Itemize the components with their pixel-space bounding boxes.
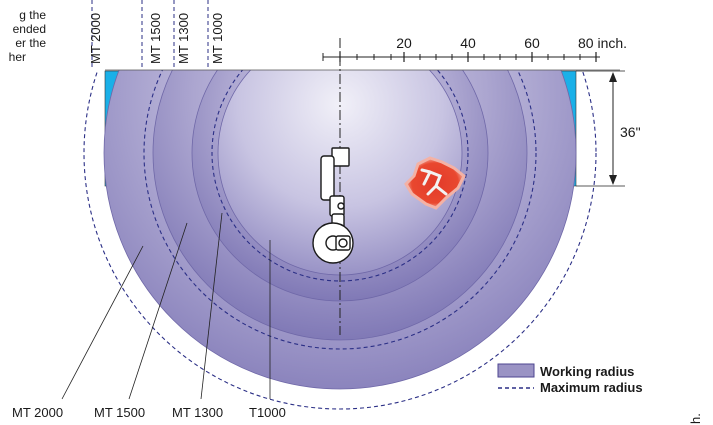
scale-bar	[322, 52, 600, 62]
scale-tick-60: 60	[524, 35, 540, 51]
top-label-mt1000: MT 1000	[210, 13, 225, 64]
callout-t1000: T1000	[249, 405, 286, 420]
legend-working-label: Working radius	[540, 364, 634, 379]
callout-mt1300: MT 1300	[172, 405, 223, 420]
scale-tick-40: 40	[460, 35, 476, 51]
scale-tick-20: 20	[396, 35, 412, 51]
max-radius-mt1300	[211, 70, 469, 282]
note-line-2: ended	[13, 22, 46, 36]
legend: Working radius Maximum radius	[497, 363, 643, 395]
callout-mt2000: MT 2000	[12, 405, 63, 420]
scale-tick-80: 80 inch.	[578, 35, 627, 51]
note-line-3: er the	[15, 36, 46, 50]
note-line-4: her	[9, 50, 26, 64]
height-dimension	[576, 70, 625, 187]
note-line-1: g the	[19, 8, 46, 22]
top-label-mt1500: MT 1500	[148, 13, 163, 64]
legend-working-swatch	[497, 363, 535, 378]
max-radius-mt1500	[143, 70, 537, 350]
edge-text: h.	[688, 413, 703, 424]
height-label: 36"	[620, 124, 641, 140]
callout-mt1500: MT 1500	[94, 405, 145, 420]
max-radius-mt2000	[83, 70, 597, 410]
legend-maximum-label: Maximum radius	[540, 380, 643, 395]
top-label-mt1300: MT 1300	[176, 13, 191, 64]
top-label-mt2000: MT 2000	[88, 13, 103, 64]
robot-arm	[312, 147, 354, 264]
workpiece-object	[404, 156, 466, 210]
